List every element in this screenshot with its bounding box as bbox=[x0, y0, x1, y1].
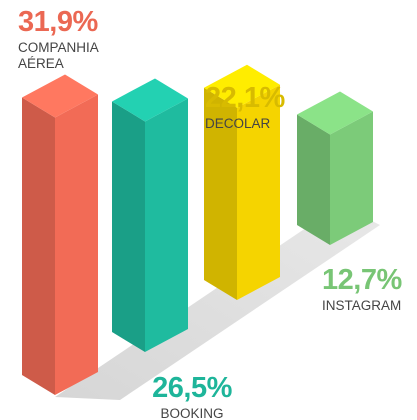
bar-left-face bbox=[22, 97, 55, 395]
bar-label: 26,5% BOOKING bbox=[122, 374, 262, 420]
bar-top-face bbox=[297, 91, 373, 135]
category-label: INSTAGRAM bbox=[322, 298, 402, 313]
category-label: COMPANHIA AÉREA bbox=[18, 40, 99, 71]
bar-label: 12,7% INSTAGRAM bbox=[322, 266, 417, 314]
bar-top-face bbox=[22, 74, 98, 118]
category-label: DECOLAR bbox=[205, 116, 271, 131]
value-label: 26,5% bbox=[152, 372, 232, 404]
category-label: BOOKING bbox=[160, 406, 224, 420]
bar-top-face bbox=[112, 78, 188, 122]
bar-right-face bbox=[145, 98, 188, 352]
bar-label: 22,1% DECOLAR bbox=[205, 84, 345, 132]
value-label: 22,1% bbox=[205, 82, 285, 114]
bar-top-face bbox=[204, 64, 280, 108]
value-label: 12,7% bbox=[322, 264, 402, 296]
bar-left-face bbox=[112, 101, 145, 352]
bar-left-face bbox=[297, 114, 330, 245]
floor-shadow bbox=[55, 205, 380, 400]
value-label: 31,9% bbox=[18, 6, 98, 38]
bar-right-face bbox=[330, 111, 373, 245]
bar-left-face bbox=[204, 87, 237, 300]
bar-label: 31,9% COMPANHIA AÉREA bbox=[18, 8, 138, 71]
bar-right-face bbox=[55, 94, 98, 395]
bar-right-face bbox=[237, 84, 280, 300]
